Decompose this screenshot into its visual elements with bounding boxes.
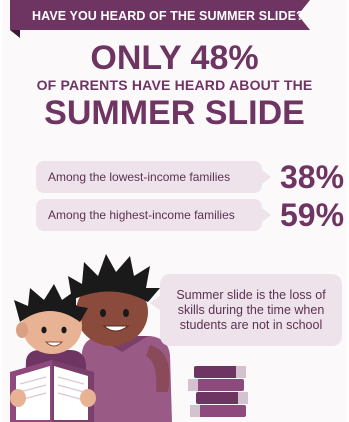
student-back-figure bbox=[68, 254, 172, 422]
definition-text: Summer slide is the loss of skills durin… bbox=[160, 288, 342, 333]
stat-label-highest-income: Among the highest-income families bbox=[48, 208, 235, 222]
definition-bubble: Summer slide is the loss of skills durin… bbox=[160, 274, 342, 346]
headline-subtext: OF PARENTS HAVE HEARD ABOUT THE bbox=[36, 77, 313, 93]
book-stack-icon bbox=[188, 366, 248, 417]
definition-line: Summer slide is the loss of bbox=[176, 288, 326, 302]
stat-pill-highest-income: Among the highest-income families bbox=[36, 199, 271, 231]
banner: HAVE YOU HEARD OF THE SUMMER SLIDE? bbox=[10, 0, 310, 30]
stat-pill-lowest-income: Among the lowest-income families bbox=[36, 161, 271, 193]
bubble-pointer bbox=[150, 295, 161, 311]
banner-title: HAVE YOU HEARD OF THE SUMMER SLIDE? bbox=[32, 9, 304, 23]
pill-arrow-icon bbox=[262, 170, 271, 184]
headline-topic: SUMMER SLIDE bbox=[44, 94, 305, 132]
stat-value-lowest-income: 38% bbox=[280, 159, 345, 195]
definition-line: students are not in school bbox=[179, 318, 323, 332]
banner-shape bbox=[10, 0, 310, 30]
pill-arrow-icon bbox=[262, 208, 271, 222]
definition-line: skills during the time when bbox=[177, 303, 325, 317]
banner-fold bbox=[10, 30, 20, 38]
headline-percent: ONLY 48% bbox=[90, 39, 259, 77]
stat-label-lowest-income: Among the lowest-income families bbox=[48, 170, 231, 184]
student-front-figure bbox=[10, 284, 96, 422]
stat-value-highest-income: 59% bbox=[280, 197, 345, 233]
